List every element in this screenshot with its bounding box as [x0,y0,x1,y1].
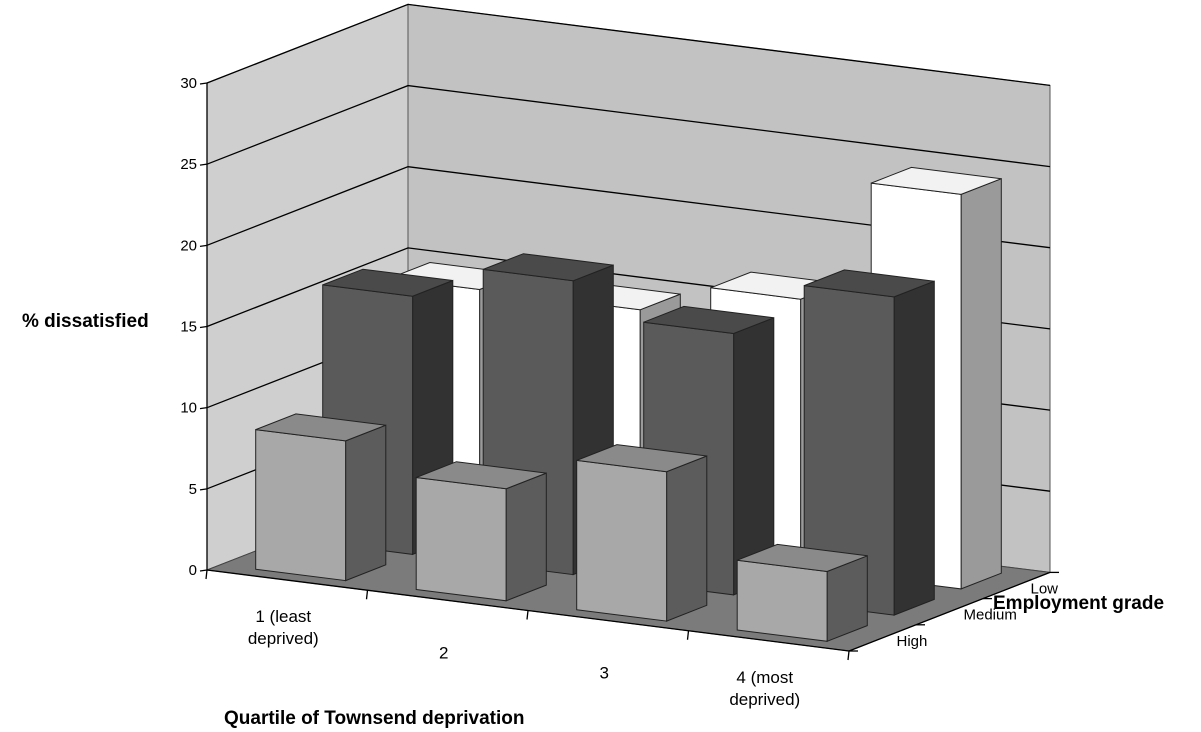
bar-top-face [737,543,868,573]
y-tick [199,163,208,166]
bar-side-face [505,472,547,602]
y-tick-label: 0 [189,562,197,579]
bar-side-face [893,280,935,616]
bar-front-face [255,429,347,582]
y-tick [199,488,208,491]
bar [255,413,387,582]
bar [415,461,547,602]
y-tick-label: 15 [180,319,197,336]
bar-side-face [960,177,1002,590]
x-tick-label: 4 (most deprived) [729,668,800,709]
bar-top-face [416,461,547,490]
x-tick [526,610,529,620]
y-tick [199,244,208,247]
x-tick [847,650,850,661]
gridline [206,3,1051,87]
x-tick [686,630,690,640]
y-tick-label: 30 [180,75,197,92]
z-axis-title: Employment grade [993,593,1164,614]
z-tick-label: Low [1031,581,1059,598]
y-tick [199,407,208,410]
y-tick [199,569,208,572]
y-tick [199,325,208,329]
bar-side-face [345,424,387,582]
bars [255,166,1002,643]
bar-top-face [804,269,935,298]
y-tick-label: 5 [189,481,197,498]
bar [736,543,868,643]
x-tick-label: 1 (least deprived) [248,607,319,648]
bar-side-face [666,455,708,622]
gridline [206,84,1051,168]
bar-top-face [576,444,707,473]
y-tick-label: 20 [180,237,197,254]
bar [803,269,935,616]
x-tick [365,590,369,600]
y-tick-label: 10 [180,400,197,417]
x-tick-label: 2 [439,643,448,662]
y-tick-label: 25 [180,156,197,173]
bar-top-face [255,413,386,442]
x-axis-title: Quartile of Townsend deprivation [224,708,525,729]
x-tick-label: 3 [600,664,609,683]
axes: 0 5 10 15 20 25 30 [180,75,1059,661]
bar-top-face [643,305,774,335]
bar-front-face [736,559,828,642]
bar-top-face [322,268,453,297]
y-axis-title: % dissatisfied [22,311,149,332]
bar-front-face [415,476,507,602]
y-tick [199,82,208,85]
bar-front-face [576,459,668,622]
bar-top-face [483,253,614,282]
z-axis-line [848,571,1051,652]
z-tick-label: Medium [964,607,1017,624]
bar-top-face [871,166,1002,195]
gridline [206,166,1051,249]
bar [576,444,708,622]
z-tick-label: High [897,633,928,650]
labels: 1 (least deprived) 2 3 4 (most deprived) High M… [248,581,1058,709]
x-tick [205,569,208,580]
